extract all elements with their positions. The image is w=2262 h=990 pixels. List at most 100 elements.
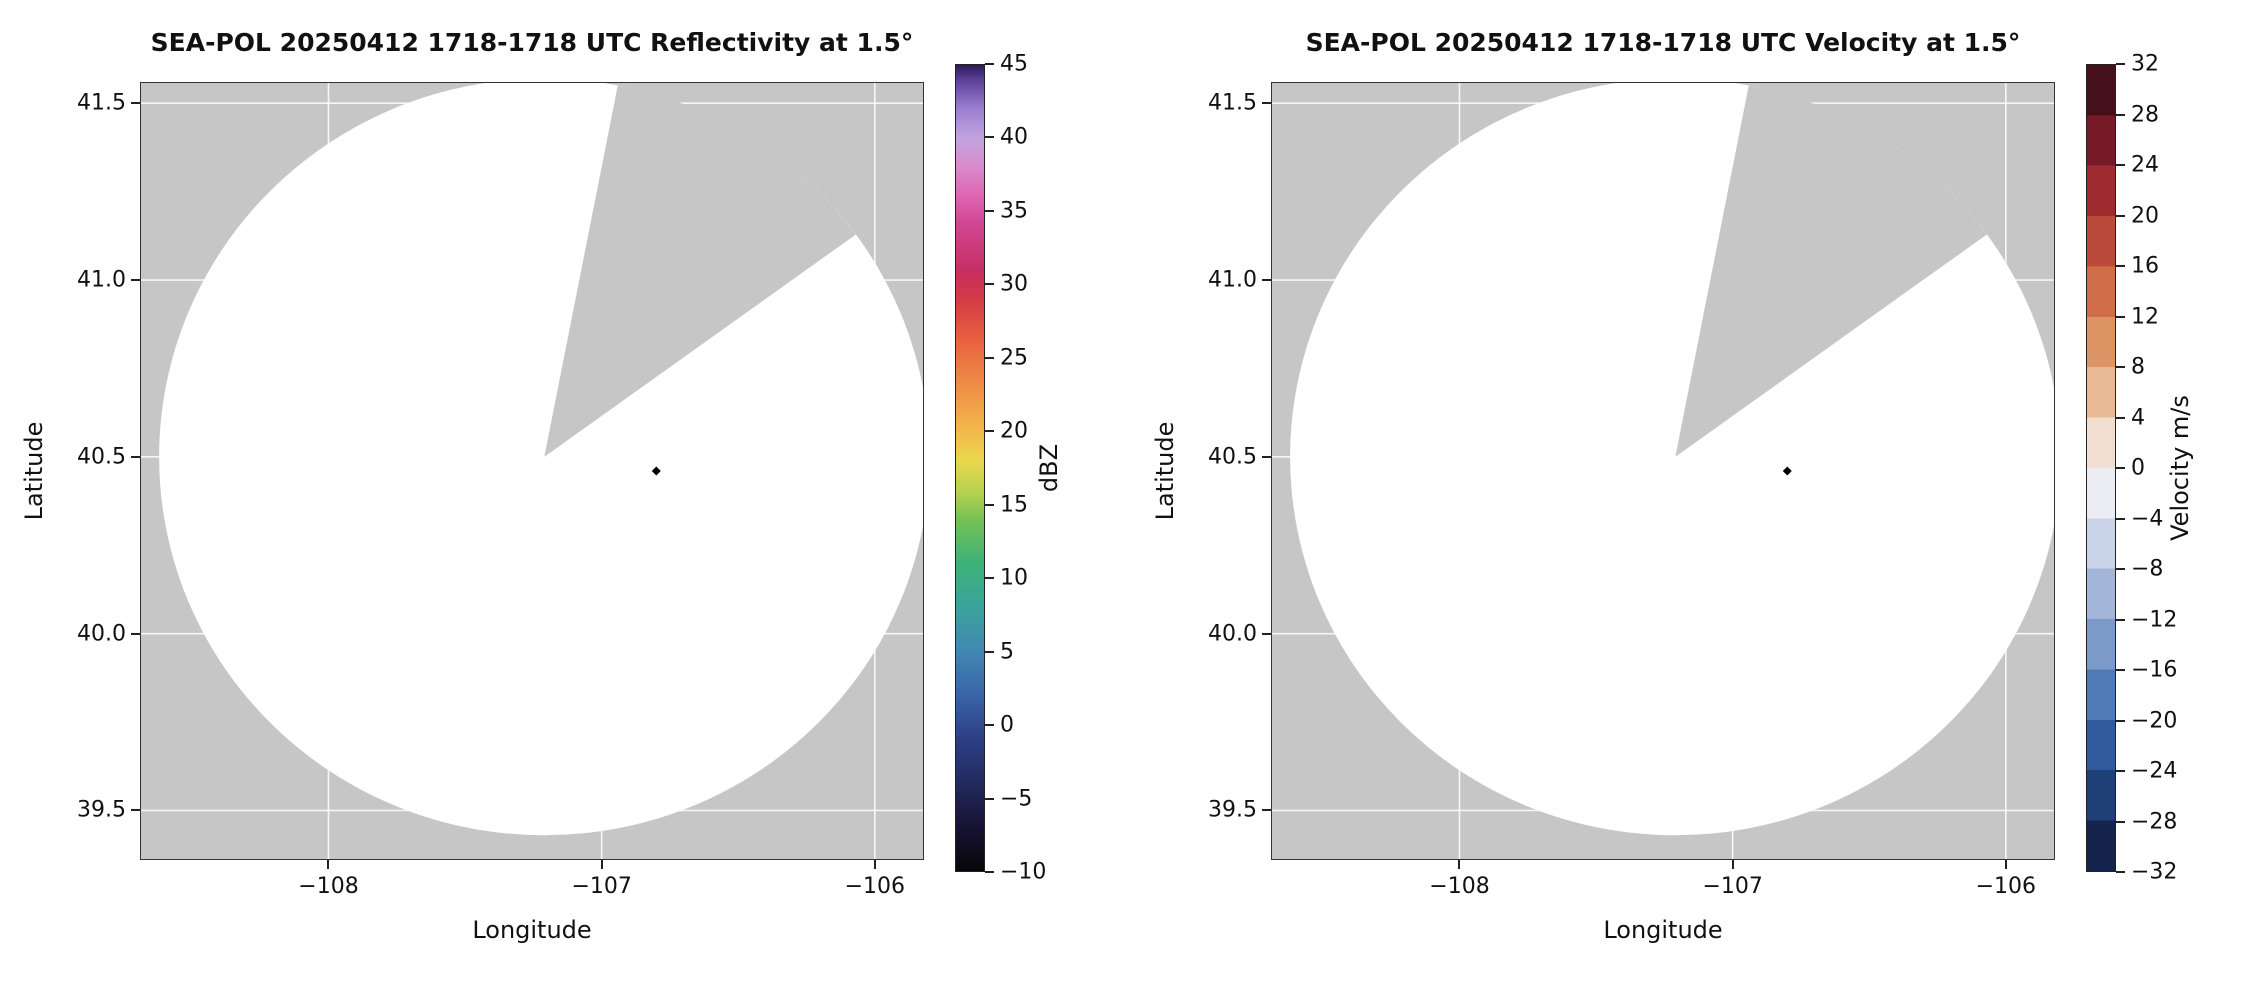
colorbar-tick-mark xyxy=(2116,63,2125,65)
x-axis-label: Longitude xyxy=(472,916,592,944)
x-tick-label: −108 xyxy=(1429,874,1490,899)
x-tick-label: −106 xyxy=(844,874,906,899)
colorbar-tick-label: −32 xyxy=(2131,859,2178,885)
colorbar-tick-label: 15 xyxy=(1000,492,1028,518)
colorbar-tick-label: 25 xyxy=(1000,345,1028,371)
x-axis-label: Longitude xyxy=(1603,916,1723,944)
x-tick-label: −108 xyxy=(298,874,359,899)
colorbar-tick-label: 12 xyxy=(2131,304,2159,329)
colorbar-tick-label: 24 xyxy=(2131,152,2159,178)
x-tick-mark xyxy=(873,860,876,869)
x-tick-label: −106 xyxy=(1975,874,2037,899)
colorbar-label: Velocity m/s xyxy=(2166,395,2194,541)
y-tick-mark xyxy=(1262,809,1271,812)
y-tick-mark xyxy=(131,632,140,635)
colorbar-tick-mark xyxy=(985,577,994,580)
colorbar-tick-label: −28 xyxy=(2131,809,2178,834)
colorbar-tick-label: −12 xyxy=(2131,607,2178,632)
missing-data-sector xyxy=(1675,85,1987,457)
colorbar-tick-mark xyxy=(985,283,994,286)
y-tick-mark xyxy=(1262,102,1271,105)
y-tick-mark xyxy=(131,809,140,812)
x-tick-mark xyxy=(2004,860,2007,869)
colorbar-tick-mark xyxy=(2116,820,2125,823)
y-tick-label: 39.5 xyxy=(1208,797,1257,823)
y-tick-mark xyxy=(131,102,140,105)
plot-title: SEA-POL 20250412 1718-1718 UTC Reflectiv… xyxy=(150,28,914,57)
colorbar-tick-mark xyxy=(2116,164,2125,166)
radar-ppi-plot xyxy=(140,82,924,860)
colorbar-tick-mark xyxy=(985,356,994,359)
colorbar-tick-label: 35 xyxy=(1000,198,1028,224)
colorbar-tick-mark xyxy=(985,136,994,139)
colorbar-tick-mark xyxy=(2116,113,2125,116)
missing-data-sector xyxy=(544,85,856,457)
colorbar-tick-mark xyxy=(2116,517,2125,520)
colorbar-tick-mark xyxy=(985,430,994,433)
radar-ppi-plot xyxy=(1271,82,2055,860)
y-tick-label: 40.5 xyxy=(77,444,126,470)
colorbar-label: dBZ xyxy=(1035,443,1063,493)
y-tick-mark xyxy=(131,279,140,282)
x-tick-label: −107 xyxy=(571,874,632,899)
colorbar-tick-mark xyxy=(2116,265,2125,267)
colorbar-tick-label: −10 xyxy=(1000,859,1047,885)
colorbar-tick-label: 28 xyxy=(2131,102,2159,127)
y-axis-label: Latitude xyxy=(1151,421,1179,521)
plot-title: SEA-POL 20250412 1718-1718 UTC Velocity … xyxy=(1305,28,2021,57)
colorbar-tick-label: 32 xyxy=(2131,51,2159,77)
x-tick-label: −107 xyxy=(1702,874,1763,899)
colorbar-tick-label: 0 xyxy=(1000,712,1014,738)
colorbar-tick-label: 16 xyxy=(2131,253,2159,279)
colorbar-tick-mark xyxy=(985,724,994,727)
plot-border xyxy=(140,82,924,860)
colorbar-tick-label: 20 xyxy=(2131,203,2159,228)
colorbar-tick-mark xyxy=(985,650,994,653)
y-tick-label: 41.0 xyxy=(77,267,126,293)
colorbar-tick-mark xyxy=(985,63,994,65)
x-tick-mark xyxy=(600,860,603,869)
colorbar-tick-mark xyxy=(2116,416,2125,419)
colorbar-tick-mark xyxy=(2116,568,2125,570)
colorbar-tick-mark xyxy=(2116,315,2125,318)
colorbar-tick-label: 8 xyxy=(2131,354,2145,380)
colorbar-tick-mark xyxy=(2116,719,2125,722)
velocity-panel: SEA-POL 20250412 1718-1718 UTC Velocity … xyxy=(1131,0,2262,990)
y-tick-label: 39.5 xyxy=(77,797,126,823)
reflectivity-panel: SEA-POL 20250412 1718-1718 UTC Reflectiv… xyxy=(20,28,1063,944)
colorbar-tick-mark xyxy=(2116,669,2125,671)
colorbar-tick-mark xyxy=(2116,366,2125,368)
x-tick-mark xyxy=(1731,860,1734,869)
colorbar-tick-label: −5 xyxy=(1000,786,1033,812)
colorbar xyxy=(2086,64,2116,872)
y-tick-mark xyxy=(1262,279,1271,282)
y-tick-mark xyxy=(1262,632,1271,635)
colorbar-tick-mark xyxy=(985,209,994,212)
x-tick-mark xyxy=(327,860,330,869)
y-tick-label: 40.5 xyxy=(1208,444,1257,470)
colorbar-tick-label: 0 xyxy=(2131,455,2145,481)
colorbar-tick-label: 45 xyxy=(1000,51,1028,77)
echo-point xyxy=(651,466,661,476)
echo-point xyxy=(1782,466,1792,476)
y-tick-mark xyxy=(1262,455,1271,458)
y-tick-label: 41.5 xyxy=(1208,90,1257,116)
colorbar-tick-label: 5 xyxy=(1000,639,1014,665)
colorbar-tick-mark xyxy=(985,797,994,800)
plot-border xyxy=(1271,82,2055,860)
colorbar-tick-mark xyxy=(2116,214,2125,217)
y-axis-label: Latitude xyxy=(20,421,48,521)
y-tick-label: 41.0 xyxy=(1208,267,1257,293)
colorbar-tick-label: 30 xyxy=(1000,271,1028,297)
colorbar-tick-label: 40 xyxy=(1000,124,1028,150)
colorbar-tick-mark xyxy=(2116,770,2125,772)
colorbar-tick-label: −20 xyxy=(2131,708,2178,733)
colorbar-tick-label: −4 xyxy=(2131,506,2164,531)
colorbar-tick-mark xyxy=(985,503,994,506)
x-tick-mark xyxy=(1458,860,1461,869)
colorbar-tick-mark xyxy=(2116,871,2125,873)
colorbar-tick-label: 4 xyxy=(2131,405,2145,430)
colorbar xyxy=(955,64,985,872)
colorbar-tick-mark xyxy=(985,871,994,873)
